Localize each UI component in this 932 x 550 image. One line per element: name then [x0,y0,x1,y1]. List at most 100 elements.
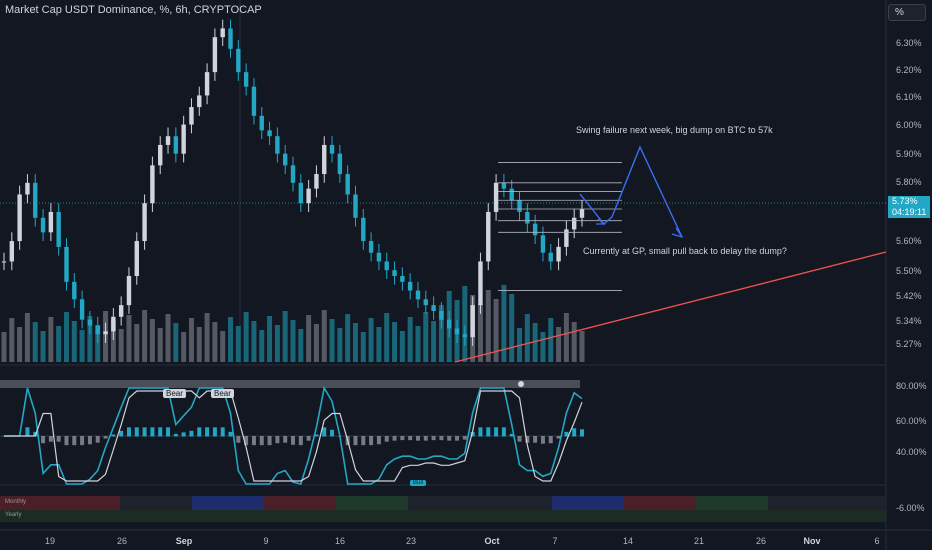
oscillator-bar [509,433,514,437]
volume-bar [524,314,530,362]
volume-bar [157,328,163,362]
price-tick: 6.30% [896,38,922,48]
volume-bar [63,312,69,362]
volume-bar [493,299,499,362]
volume-bar [228,317,234,362]
volume-bar [368,318,374,362]
oscillator-tick: 80.00% [896,381,927,391]
volume-bar [1,332,7,362]
volume-bar [563,313,569,362]
candle-body [314,174,319,189]
volume-bar [173,323,179,362]
volume-bar [321,310,327,362]
oscillator-bar [408,436,413,441]
volume-bar [110,320,116,362]
monthly-band-blue [192,496,264,510]
volume-bar [259,330,265,362]
price-tick: 5.50% [896,266,922,276]
monthly-band-neutral [408,496,480,510]
oscillator-bar [283,436,288,443]
volume-bar [438,305,444,362]
oscillator-tick: 40.00% [896,447,927,457]
oscillator-signal-line [4,390,583,482]
volume-bar [134,324,140,362]
candle-body [197,95,202,108]
candle-body [376,252,382,262]
volume-bar [579,331,585,362]
time-tick: 21 [693,536,705,546]
oscillator-bar [126,427,131,437]
swing-failure-note[interactable]: Swing failure next week, big dump on BTC… [576,125,773,135]
candle-body [384,261,389,271]
oscillator-bar [423,436,428,441]
candle-body [322,144,327,175]
candle-body [204,72,210,96]
volume-bar [17,327,23,362]
oscillator-bar [384,436,389,442]
oscillator-bar [87,436,92,445]
chart-title[interactable]: Market Cap USDT Dominance, %, 6h, CRYPTO… [5,4,262,16]
candle-body [165,136,171,145]
candle-body [79,299,85,320]
volume-bar [376,327,382,362]
oscillator-bar [158,427,163,437]
candle-body [298,182,304,204]
volume-bar [431,321,437,362]
oscillator-bar [548,436,553,444]
oscillator-bar [353,436,358,446]
candle-body [501,182,507,189]
volume-bar [548,318,554,362]
candle-body [564,229,569,247]
volume-bar [118,329,124,362]
volume-bar [571,322,577,362]
price-tick: 6.00% [896,120,922,130]
time-tick: 26 [755,536,767,546]
candle-body [540,235,546,253]
projection-arrowhead [596,218,606,225]
candle-body [423,299,428,306]
volume-bar [196,327,202,362]
candle-body [173,136,179,154]
candle-body [150,165,155,204]
oscillator-bar [275,436,280,444]
candle-body [25,182,30,195]
volume-bar [220,331,226,362]
oscillator-bar [314,434,319,437]
candle-body [158,144,163,166]
candle-body [579,209,585,218]
oscillator-bar [197,427,202,437]
candle-body [306,188,311,204]
volume-bar [415,326,421,362]
monthly-band-blue [552,496,624,510]
oscillator-bar [25,427,30,437]
oscillator-bar [376,436,381,445]
volume-bar [477,304,483,362]
bear-signal-label: Bear [163,389,186,398]
gp-note[interactable]: Currently at GP, small pull back to dela… [583,246,787,256]
oscillator-bar [564,431,569,437]
candle-body [282,153,288,166]
candle-body [17,194,22,242]
oscillator-bar [80,436,85,446]
oscillator-bar [244,436,249,446]
volume-bar [329,319,335,362]
oscillator-overbought-band [0,380,580,388]
volume-bar [48,317,54,362]
oscillator-bar [41,436,46,444]
monthly-band-neutral [480,496,552,510]
oscillator-bar [150,427,155,437]
volume-bar [24,313,30,362]
candle-body [517,200,522,212]
volume-bar [532,323,538,362]
candle-body [337,153,343,175]
monthly-band-label: Monthly [5,499,27,505]
volume-bar [95,325,101,362]
volume-bar [313,324,319,362]
time-tick: Oct [484,536,500,546]
candle-body [525,211,530,224]
oscillator-bar [462,436,467,440]
volume-bar [298,329,304,362]
candle-body [126,276,132,306]
unit-button[interactable]: % [888,4,926,21]
